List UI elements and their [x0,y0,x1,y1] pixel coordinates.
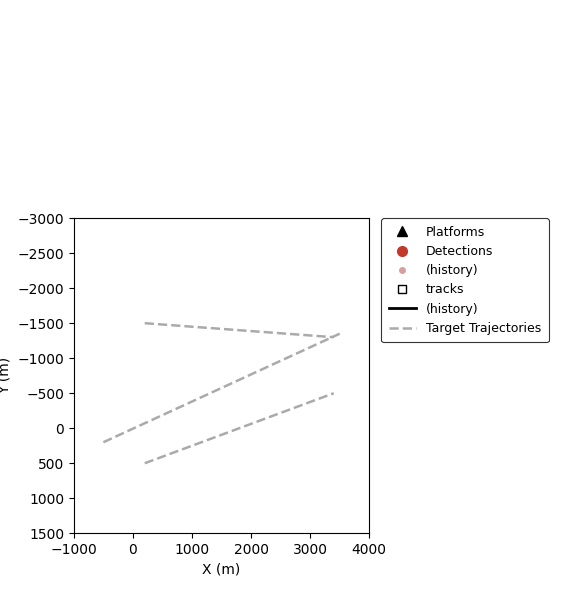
Y-axis label: Y (m): Y (m) [0,357,12,395]
X-axis label: X (m): X (m) [202,562,241,576]
Legend: Platforms, Detections, (history), tracks, (history), Target Trajectories: Platforms, Detections, (history), tracks… [381,218,549,342]
